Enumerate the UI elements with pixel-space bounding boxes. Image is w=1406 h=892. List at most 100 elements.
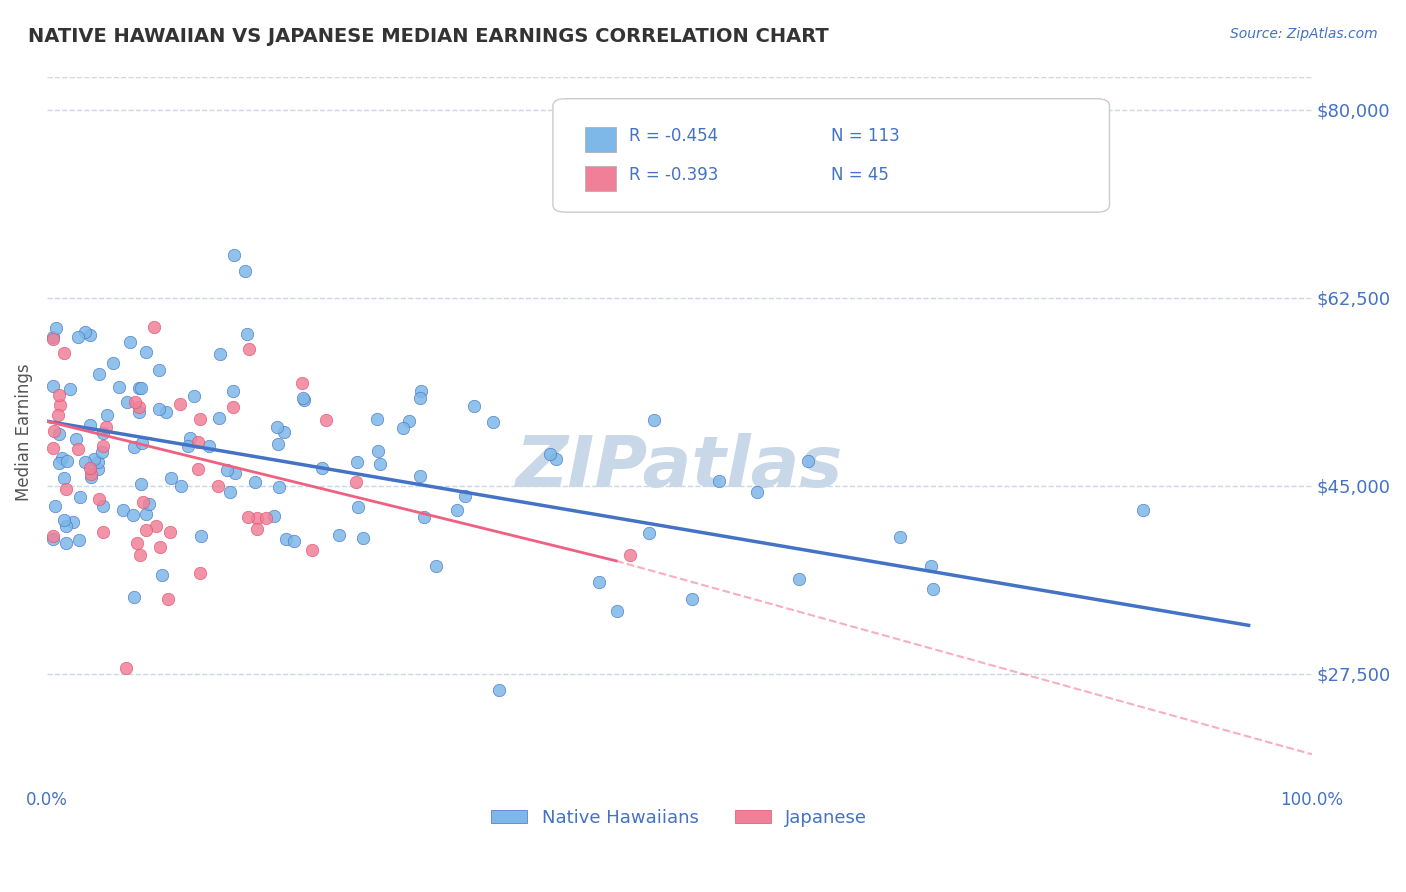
- FancyBboxPatch shape: [585, 127, 616, 152]
- Native Hawaiians: [409, 468, 432, 483]
- Native Hawaiians: [638, 526, 661, 541]
- Japanese: [135, 523, 157, 537]
- Native Hawaiians: [42, 379, 65, 393]
- Japanese: [619, 548, 641, 562]
- Native Hawaiians: [352, 531, 374, 545]
- Text: R = -0.454: R = -0.454: [628, 127, 718, 145]
- Native Hawaiians: [83, 451, 105, 466]
- Native Hawaiians: [150, 568, 173, 582]
- Japanese: [53, 346, 76, 360]
- Native Hawaiians: [108, 380, 131, 394]
- Native Hawaiians: [42, 532, 65, 546]
- Native Hawaiians: [208, 410, 231, 425]
- Native Hawaiians: [96, 408, 118, 422]
- Native Hawaiians: [69, 491, 91, 505]
- Japanese: [254, 510, 277, 524]
- Japanese: [66, 442, 89, 456]
- Native Hawaiians: [538, 447, 561, 461]
- Japanese: [169, 397, 191, 411]
- Japanese: [149, 540, 172, 554]
- Native Hawaiians: [120, 335, 142, 350]
- Text: Source: ZipAtlas.com: Source: ZipAtlas.com: [1230, 27, 1378, 41]
- Japanese: [93, 439, 115, 453]
- Japanese: [344, 475, 367, 490]
- Native Hawaiians: [148, 363, 170, 377]
- Native Hawaiians: [643, 413, 665, 427]
- Native Hawaiians: [920, 559, 942, 574]
- Native Hawaiians: [128, 405, 150, 419]
- Native Hawaiians: [224, 467, 246, 481]
- Native Hawaiians: [91, 445, 114, 459]
- Native Hawaiians: [80, 470, 103, 484]
- Native Hawaiians: [797, 454, 820, 468]
- Japanese: [159, 525, 181, 540]
- Native Hawaiians: [544, 452, 567, 467]
- Native Hawaiians: [177, 440, 200, 454]
- Japanese: [187, 435, 209, 450]
- Native Hawaiians: [197, 439, 219, 453]
- Native Hawaiians: [787, 572, 810, 586]
- Japanese: [222, 401, 245, 415]
- Japanese: [301, 543, 323, 558]
- Native Hawaiians: [128, 381, 150, 395]
- Native Hawaiians: [67, 330, 90, 344]
- Native Hawaiians: [215, 463, 238, 477]
- Native Hawaiians: [183, 389, 205, 403]
- Japanese: [48, 388, 70, 402]
- Native Hawaiians: [122, 508, 145, 522]
- Native Hawaiians: [446, 503, 468, 517]
- FancyBboxPatch shape: [553, 99, 1109, 212]
- Japanese: [142, 320, 165, 334]
- Native Hawaiians: [169, 479, 191, 493]
- Native Hawaiians: [276, 533, 298, 547]
- Japanese: [96, 419, 118, 434]
- Native Hawaiians: [131, 476, 153, 491]
- Japanese: [46, 409, 69, 423]
- Native Hawaiians: [292, 393, 315, 408]
- Native Hawaiians: [138, 497, 160, 511]
- Native Hawaiians: [135, 507, 157, 521]
- Japanese: [236, 509, 259, 524]
- Native Hawaiians: [263, 509, 285, 524]
- Native Hawaiians: [56, 454, 79, 468]
- Japanese: [79, 461, 101, 475]
- Native Hawaiians: [482, 415, 505, 429]
- Native Hawaiians: [366, 411, 388, 425]
- Japanese: [42, 425, 65, 439]
- Japanese: [80, 467, 103, 481]
- Native Hawaiians: [65, 432, 87, 446]
- Native Hawaiians: [233, 264, 256, 278]
- Japanese: [238, 342, 260, 356]
- Japanese: [145, 518, 167, 533]
- Japanese: [315, 413, 337, 427]
- Native Hawaiians: [1132, 503, 1154, 517]
- FancyBboxPatch shape: [585, 166, 616, 191]
- Text: ZIPatlas: ZIPatlas: [516, 433, 844, 502]
- Native Hawaiians: [367, 443, 389, 458]
- Text: NATIVE HAWAIIAN VS JAPANESE MEDIAN EARNINGS CORRELATION CHART: NATIVE HAWAIIAN VS JAPANESE MEDIAN EARNI…: [28, 27, 830, 45]
- Native Hawaiians: [122, 591, 145, 605]
- Native Hawaiians: [87, 454, 110, 468]
- Japanese: [245, 511, 267, 525]
- Japanese: [188, 412, 211, 426]
- Native Hawaiians: [79, 328, 101, 343]
- Native Hawaiians: [411, 384, 433, 399]
- Native Hawaiians: [52, 512, 75, 526]
- Native Hawaiians: [681, 592, 703, 607]
- Native Hawaiians: [208, 347, 231, 361]
- Native Hawaiians: [124, 440, 146, 454]
- Native Hawaiians: [463, 399, 485, 413]
- Y-axis label: Median Earnings: Median Earnings: [15, 363, 32, 500]
- Native Hawaiians: [266, 420, 288, 434]
- Native Hawaiians: [347, 500, 370, 515]
- Japanese: [128, 401, 150, 415]
- Native Hawaiians: [222, 248, 245, 262]
- Native Hawaiians: [368, 457, 391, 471]
- Native Hawaiians: [42, 330, 65, 344]
- Japanese: [55, 483, 77, 497]
- Native Hawaiians: [59, 382, 82, 396]
- Native Hawaiians: [283, 534, 305, 549]
- Native Hawaiians: [273, 425, 295, 440]
- Native Hawaiians: [67, 533, 90, 547]
- Native Hawaiians: [87, 367, 110, 381]
